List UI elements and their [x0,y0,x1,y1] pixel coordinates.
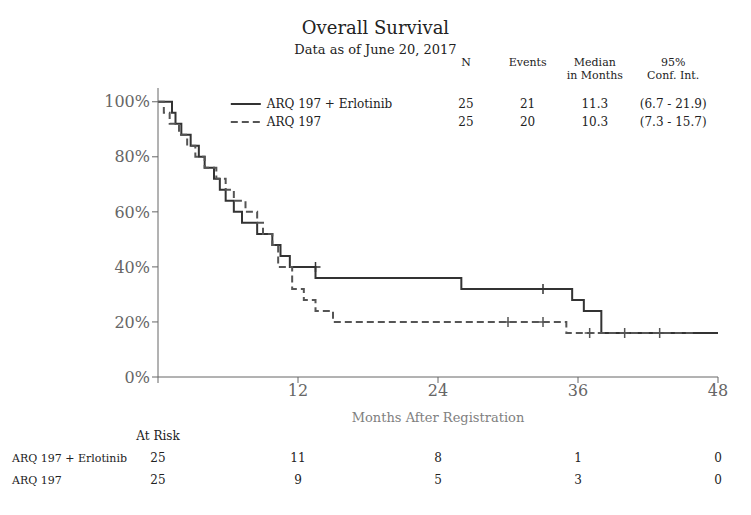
svg-text:60%: 60% [114,203,150,222]
svg-text:0: 0 [714,473,722,487]
svg-text:N: N [461,56,471,69]
svg-text:9: 9 [294,473,302,487]
svg-text:20: 20 [520,115,535,129]
svg-text:20%: 20% [114,313,150,332]
svg-text:Overall Survival: Overall Survival [302,17,450,38]
svg-text:0%: 0% [125,368,150,387]
svg-text:(7.3 - 15.7): (7.3 - 15.7) [640,115,707,129]
svg-text:5: 5 [434,473,442,487]
svg-text:12: 12 [288,381,308,400]
svg-text:(6.7 - 21.9): (6.7 - 21.9) [640,97,707,111]
svg-text:95%Conf. Int.: 95%Conf. Int. [647,56,699,82]
svg-text:Medianin Months: Medianin Months [567,56,624,82]
svg-text:ARQ 197 + Erlotinib: ARQ 197 + Erlotinib [266,97,393,111]
svg-text:21: 21 [520,97,535,111]
svg-text:24: 24 [428,381,448,400]
svg-text:100%: 100% [104,92,150,111]
svg-text:8: 8 [434,451,442,465]
svg-text:40%: 40% [114,258,150,277]
svg-text:48: 48 [708,381,728,400]
svg-text:Events: Events [509,56,547,69]
svg-text:25: 25 [458,97,473,111]
svg-text:80%: 80% [114,147,150,166]
svg-text:36: 36 [568,381,588,400]
svg-text:10.3: 10.3 [581,115,608,129]
svg-text:ARQ 197: ARQ 197 [266,115,321,129]
svg-text:Data as of June 20, 2017: Data as of June 20, 2017 [294,42,456,57]
svg-text:At Risk: At Risk [135,429,180,443]
svg-text:1: 1 [574,451,582,465]
svg-text:ARQ 197 + Erlotinib: ARQ 197 + Erlotinib [11,452,127,465]
svg-text:Months After Registration: Months After Registration [352,410,525,425]
svg-text:11: 11 [290,451,305,465]
svg-text:11.3: 11.3 [581,97,608,111]
svg-text:25: 25 [150,473,165,487]
svg-text:25: 25 [150,451,165,465]
svg-text:25: 25 [458,115,473,129]
svg-text:0: 0 [714,451,722,465]
svg-text:ARQ 197: ARQ 197 [11,474,62,487]
svg-text:3: 3 [574,473,582,487]
